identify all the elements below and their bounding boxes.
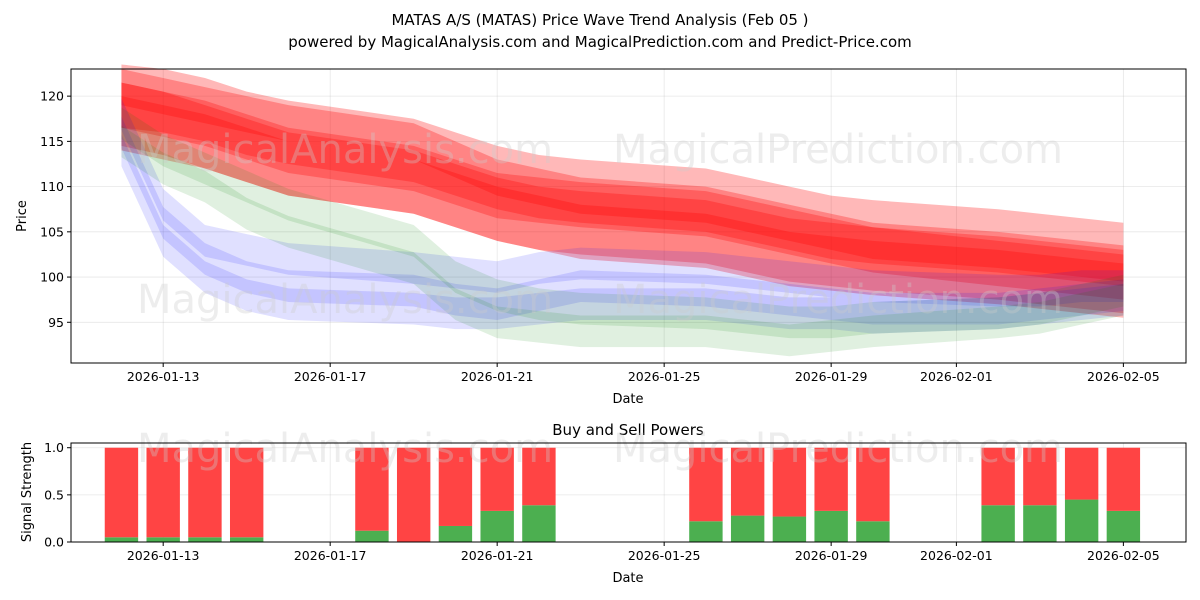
sell-bar-7 — [480, 447, 514, 511]
signal-chart-title: Buy and Sell Powers — [552, 421, 704, 439]
buy-bar-13 — [856, 521, 890, 542]
buy-bar-4 — [355, 530, 389, 542]
wave-band-2 — [121, 96, 1124, 318]
price-y-tick-label-0: 95 — [48, 315, 64, 330]
price-x-axis-label: Date — [612, 392, 643, 407]
sell-bar-5 — [396, 447, 431, 542]
buy-bar-3 — [229, 537, 264, 542]
price-watermarks: MagicalAnalysis.com MagicalPrediction.co… — [137, 127, 1063, 323]
wave-band-5 — [121, 98, 1124, 307]
watermark-magicalanalysis-bottom: MagicalAnalysis.com — [137, 426, 553, 472]
price-y-tick-label-1: 100 — [40, 270, 64, 285]
price-y-axis-label: Price — [15, 200, 30, 232]
sell-bar-11 — [772, 447, 807, 517]
wave-band-1 — [121, 82, 1124, 300]
signal-y-axis-label: Signal Strength — [20, 442, 35, 542]
price-y-tick-label-2: 105 — [40, 224, 64, 239]
price-grid — [71, 69, 1186, 363]
signal-y-ticks: 0.0 0.5 1.0 — [44, 440, 71, 550]
sell-bar-2 — [188, 447, 222, 538]
price-x-tick-label-6: 2026-02-05 — [1087, 369, 1160, 384]
wave-band-3 — [121, 64, 1124, 287]
price-x-ticks: 2026-01-13 2026-01-17 2026-01-21 2026-01-25… — [127, 363, 1160, 384]
price-wave-bands — [121, 64, 1124, 357]
wave-band-7 — [121, 134, 1124, 334]
price-x-tick-label-1: 2026-01-17 — [294, 369, 367, 384]
wave-band-0 — [121, 69, 1124, 282]
sell-bar-9 — [689, 447, 723, 522]
signal-x-axis-label: Date — [612, 571, 643, 586]
price-y-tick-label-4: 115 — [40, 134, 64, 149]
sell-bar-1 — [146, 447, 180, 538]
signal-x-tick-label-5: 2026-02-01 — [920, 548, 993, 563]
buy-bar-10 — [730, 515, 765, 542]
price-x-tick-label-2: 2026-01-21 — [461, 369, 534, 384]
sell-bar-17 — [1106, 447, 1141, 511]
buy-bar-6 — [438, 525, 473, 542]
sell-bar-3 — [229, 447, 264, 538]
sell-bar-13 — [856, 447, 890, 522]
chart-title: MATAS A/S (MATAS) Price Wave Trend Analy… — [391, 11, 808, 29]
buy-bar-12 — [814, 510, 848, 542]
sell-bar-4 — [355, 447, 389, 531]
price-x-tick-label-5: 2026-02-01 — [920, 369, 993, 384]
price-y-tick-label-3: 110 — [40, 179, 64, 194]
sell-bar-14 — [981, 447, 1015, 506]
signal-y-tick-label-0: 0.0 — [44, 535, 64, 550]
buy-bar-14 — [981, 505, 1015, 542]
signal-x-tick-label-3: 2026-01-25 — [628, 548, 701, 563]
signal-y-tick-label-2: 1.0 — [44, 440, 64, 455]
signal-x-tick-label-1: 2026-01-17 — [294, 548, 367, 563]
price-x-tick-label-4: 2026-01-29 — [795, 369, 868, 384]
buy-bar-11 — [772, 516, 807, 542]
watermark-magicalprediction-mid: MagicalPrediction.com — [613, 277, 1063, 323]
wave-band-4 — [121, 82, 1124, 314]
signal-x-tick-label-0: 2026-01-13 — [127, 548, 200, 563]
buy-bar-16 — [1064, 499, 1099, 542]
signal-bars — [104, 447, 1141, 542]
watermark-magicalanalysis-mid: MagicalAnalysis.com — [137, 277, 553, 323]
buy-bar-2 — [188, 537, 222, 542]
sell-bar-6 — [438, 447, 473, 526]
sell-bar-16 — [1064, 447, 1099, 500]
wave-band-6 — [121, 116, 1124, 325]
sell-bar-8 — [522, 447, 556, 506]
buy-bar-17 — [1106, 510, 1141, 542]
price-y-tick-label-5: 120 — [40, 89, 64, 104]
buy-bar-0 — [104, 537, 139, 542]
buy-bar-9 — [689, 521, 723, 542]
price-x-tick-label-3: 2026-01-25 — [628, 369, 701, 384]
buy-bar-15 — [1023, 505, 1057, 542]
watermark-magicalprediction-bottom: MagicalPrediction.com — [613, 426, 1063, 472]
signal-x-tick-label-6: 2026-02-05 — [1087, 548, 1160, 563]
signal-x-tick-label-2: 2026-01-21 — [461, 548, 534, 563]
watermark-magicalprediction-top: MagicalPrediction.com — [613, 127, 1063, 173]
wave-band-8 — [121, 107, 1124, 339]
chart-subtitle: powered by MagicalAnalysis.com and Magic… — [288, 33, 912, 51]
price-axes-frame — [70, 68, 1187, 364]
buy-bar-1 — [146, 537, 180, 542]
price-y-ticks: 95 100 105 110 115 120 — [40, 89, 71, 330]
sell-bar-15 — [1023, 447, 1057, 506]
signal-x-tick-label-4: 2026-01-29 — [795, 548, 868, 563]
watermark-magicalanalysis-top: MagicalAnalysis.com — [137, 127, 553, 173]
wave-band-9 — [121, 125, 1124, 357]
sell-bar-12 — [814, 447, 848, 511]
signal-x-ticks: 2026-01-13 2026-01-17 2026-01-21 2026-01-25… — [127, 542, 1160, 563]
buy-bar-7 — [480, 510, 514, 542]
buy-bar-8 — [522, 505, 556, 542]
signal-y-tick-label-1: 0.5 — [44, 487, 64, 502]
signal-watermarks: MagicalAnalysis.com MagicalPrediction.co… — [137, 426, 1063, 472]
price-x-tick-label-0: 2026-01-13 — [127, 369, 200, 384]
signal-axes-frame — [70, 442, 1187, 543]
sell-bar-10 — [730, 447, 765, 516]
sell-bar-0 — [104, 447, 139, 538]
